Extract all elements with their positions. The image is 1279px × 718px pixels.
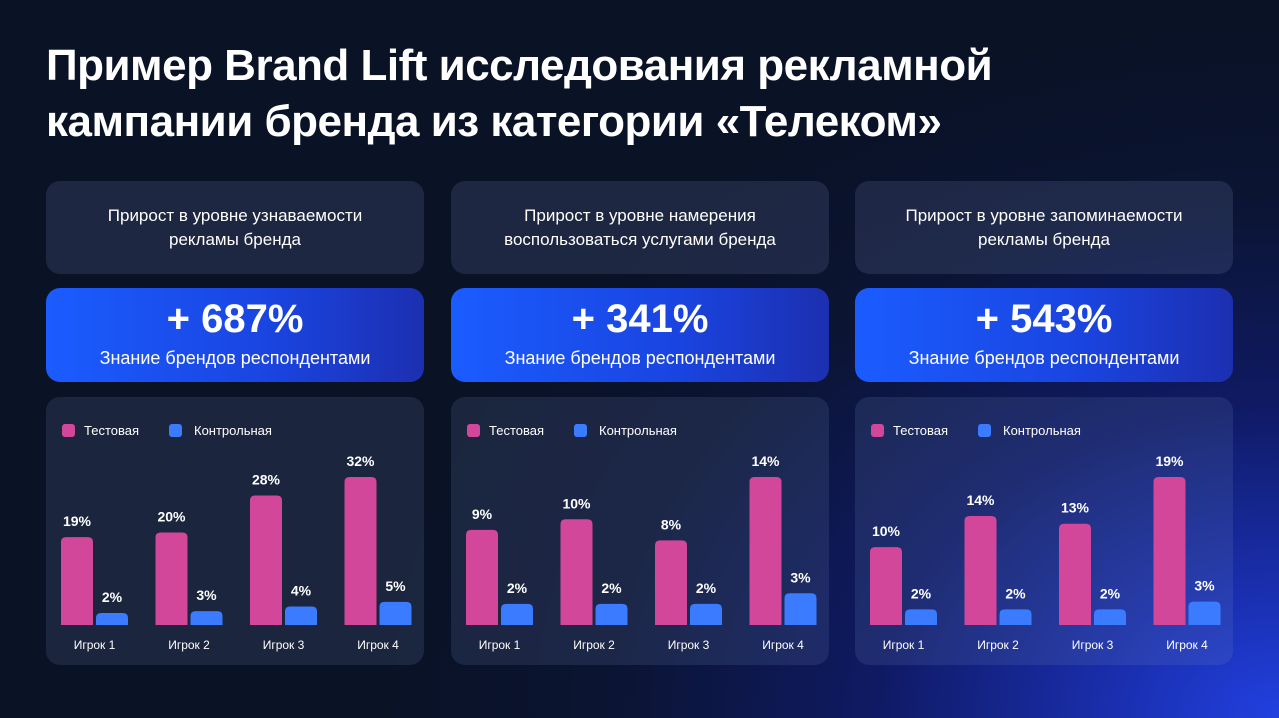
panel-1-chart-svg: Тестовая Контрольная 19% 2% Игрок 1 20% 3% Игро…	[61, 423, 412, 652]
panel-3-value-label-control-3: 2%	[1100, 585, 1121, 601]
panel-1-category-label-3: Игрок 3	[263, 638, 305, 652]
panel-1-metric-label: Знание брендов респондентами	[99, 348, 371, 368]
panel-3-bar-test-4	[1153, 477, 1186, 625]
panel-2-value-label-test-1: 9%	[472, 506, 493, 522]
panel-3-value-label-test-1: 10%	[872, 523, 901, 539]
panel-1-category-label-1: Игрок 1	[74, 638, 116, 652]
panel-3-category-label-2: Игрок 2	[977, 638, 1019, 652]
panel-3-header-line-2: рекламы бренда	[978, 229, 1110, 249]
panel-1-value-label-control-2: 3%	[196, 587, 217, 603]
panel-3-category-label-3: Игрок 3	[1072, 638, 1114, 652]
panel-3-category-label-4: Игрок 4	[1166, 638, 1208, 652]
panel-3-value-label-test-4: 19%	[1155, 453, 1184, 469]
panel-1-header: Прирост в уровне узнаваемости рекламы бр…	[46, 181, 424, 274]
panel-2-category-label-4: Игрок 4	[762, 638, 804, 652]
panel-2-legend-test-swatch	[467, 424, 480, 437]
panel-2-legend-test-label: Тестовая	[489, 423, 544, 438]
panel-1-category-label-4: Игрок 4	[357, 638, 399, 652]
panel-3-metric-label: Знание брендов респондентами	[908, 348, 1180, 368]
panel-1-bar-control-1	[96, 613, 128, 625]
panel-1-value-label-test-2: 20%	[157, 509, 186, 525]
panel-3-bar-test-1	[870, 547, 902, 625]
panel-3-value-label-control-1: 2%	[911, 585, 932, 601]
panel-1-value-label-test-3: 28%	[252, 472, 281, 488]
panel-1-value-label-test-1: 19%	[63, 513, 92, 529]
panel-2-metric-value: + 341%	[571, 297, 709, 341]
panel-1-metric-card: + 687% Знание брендов респондентами	[46, 288, 424, 382]
panel-3-legend-control-label: Контрольная	[1003, 423, 1081, 438]
panel-3-value-label-test-3: 13%	[1061, 500, 1090, 516]
panel-1-metric-value: + 687%	[166, 297, 304, 341]
panel-1-value-label-control-4: 5%	[385, 578, 406, 594]
page-title-line-2: кампании бренда из категории «Телеком»	[46, 97, 942, 146]
panel-2-metric-label: Знание брендов респондентами	[504, 348, 776, 368]
panel-2-legend-control-swatch	[574, 424, 587, 437]
panel-1-bar-control-3	[285, 606, 317, 625]
panel-1-bar-test-4	[344, 477, 377, 625]
panel-3-metric-card: + 543% Знание брендов респондентами	[855, 288, 1233, 382]
panel-2-value-label-test-4: 14%	[751, 453, 780, 469]
panel-3-bar-test-3	[1059, 523, 1091, 625]
panel-1-header-line-2: рекламы бренда	[169, 229, 301, 249]
panel-2-bar-control-4	[784, 593, 817, 625]
panel-2-header: Прирост в уровне намерения воспользовать…	[451, 181, 829, 274]
panel-1-legend-control-swatch	[169, 424, 182, 437]
panel-3-header-line-1: Прирост в уровне запоминаемости	[905, 205, 1183, 225]
page-title-line-1: Пример Brand Lift исследования рекламной	[46, 41, 993, 90]
panel-1-value-label-control-3: 4%	[291, 583, 312, 599]
panel-3-value-label-test-2: 14%	[966, 492, 995, 508]
panel-2-bar-test-4	[749, 477, 782, 625]
panel-3-bar-control-3	[1094, 609, 1126, 625]
panel-3-metric-value: + 543%	[975, 297, 1113, 341]
panel-3-bar-control-2	[999, 609, 1032, 625]
panel-3-bar-control-4	[1188, 601, 1221, 625]
panel-3-category-label-1: Игрок 1	[883, 638, 925, 652]
panel-2-value-label-control-2: 2%	[601, 580, 622, 596]
panel-2-bar-test-3	[655, 540, 687, 625]
panel-3-legend-control-swatch	[978, 424, 991, 437]
panel-1-legend-test-swatch	[62, 424, 75, 437]
panel-2-legend-control-label: Контрольная	[599, 423, 677, 438]
panel-1-header-line-1: Прирост в уровне узнаваемости	[107, 205, 363, 225]
panel-2-bar-test-2	[560, 519, 593, 625]
panel-2-bar-control-2	[595, 603, 628, 625]
panel-1-bar-control-2	[190, 611, 223, 625]
panel-3-bar-test-2	[964, 515, 997, 625]
panel-2-bar-test-1	[466, 529, 498, 625]
panel-1-category-label-2: Игрок 2	[168, 638, 210, 652]
panel-1-bar-test-1	[61, 537, 93, 625]
panel-1-bar-test-2	[155, 532, 188, 625]
panel-1-value-label-test-4: 32%	[346, 453, 375, 469]
panel-1-bar-control-4	[379, 601, 412, 625]
panel-3-header: Прирост в уровне запоминаемости рекламы …	[855, 181, 1233, 274]
panel-2-category-label-1: Игрок 1	[479, 638, 521, 652]
panel-1-legend-test-label: Тестовая	[84, 423, 139, 438]
page-title: Пример Brand Lift исследования рекламной…	[46, 38, 993, 150]
panel-2-value-label-test-2: 10%	[562, 495, 591, 511]
panel-2-chart: Тестовая Контрольная 9% 2% Игрок 1 10% 2% Игрок…	[451, 397, 829, 665]
panel-1-bar-test-3	[250, 495, 282, 625]
panel-3-legend-test-label: Тестовая	[893, 423, 948, 438]
panel-3-value-label-control-2: 2%	[1005, 585, 1026, 601]
panel-2-bar-control-1	[501, 603, 533, 625]
panel-3-value-label-control-4: 3%	[1194, 578, 1215, 594]
panel-2-category-label-3: Игрок 3	[668, 638, 710, 652]
panel-2-value-label-test-3: 8%	[661, 516, 682, 532]
panel-2-header-line-2: воспользоваться услугами бренда	[504, 229, 776, 249]
panel-3-bar-control-1	[905, 609, 937, 625]
panel-1-value-label-control-1: 2%	[102, 589, 123, 605]
panel-3-legend-test-swatch	[871, 424, 884, 437]
panel-2-value-label-control-3: 2%	[696, 580, 717, 596]
panel-1-chart: Тестовая Контрольная 19% 2% Игрок 1 20% 3% Игро…	[46, 397, 424, 665]
panel-3-chart: Тестовая Контрольная 10% 2% Игрок 1 14% 2% Игро…	[855, 397, 1233, 665]
panel-2-header-line-1: Прирост в уровне намерения	[524, 205, 756, 225]
panel-2-category-label-2: Игрок 2	[573, 638, 615, 652]
panel-2-value-label-control-4: 3%	[790, 569, 811, 585]
panel-1-legend-control-label: Контрольная	[194, 423, 272, 438]
panel-2-value-label-control-1: 2%	[507, 580, 528, 596]
panel-2-chart-svg: Тестовая Контрольная 9% 2% Игрок 1 10% 2% Игрок…	[466, 423, 817, 652]
panel-3-chart-svg: Тестовая Контрольная 10% 2% Игрок 1 14% 2% Игро…	[870, 423, 1221, 652]
panel-2-bar-control-3	[690, 603, 722, 625]
panel-2-metric-card: + 341% Знание брендов респондентами	[451, 288, 829, 382]
